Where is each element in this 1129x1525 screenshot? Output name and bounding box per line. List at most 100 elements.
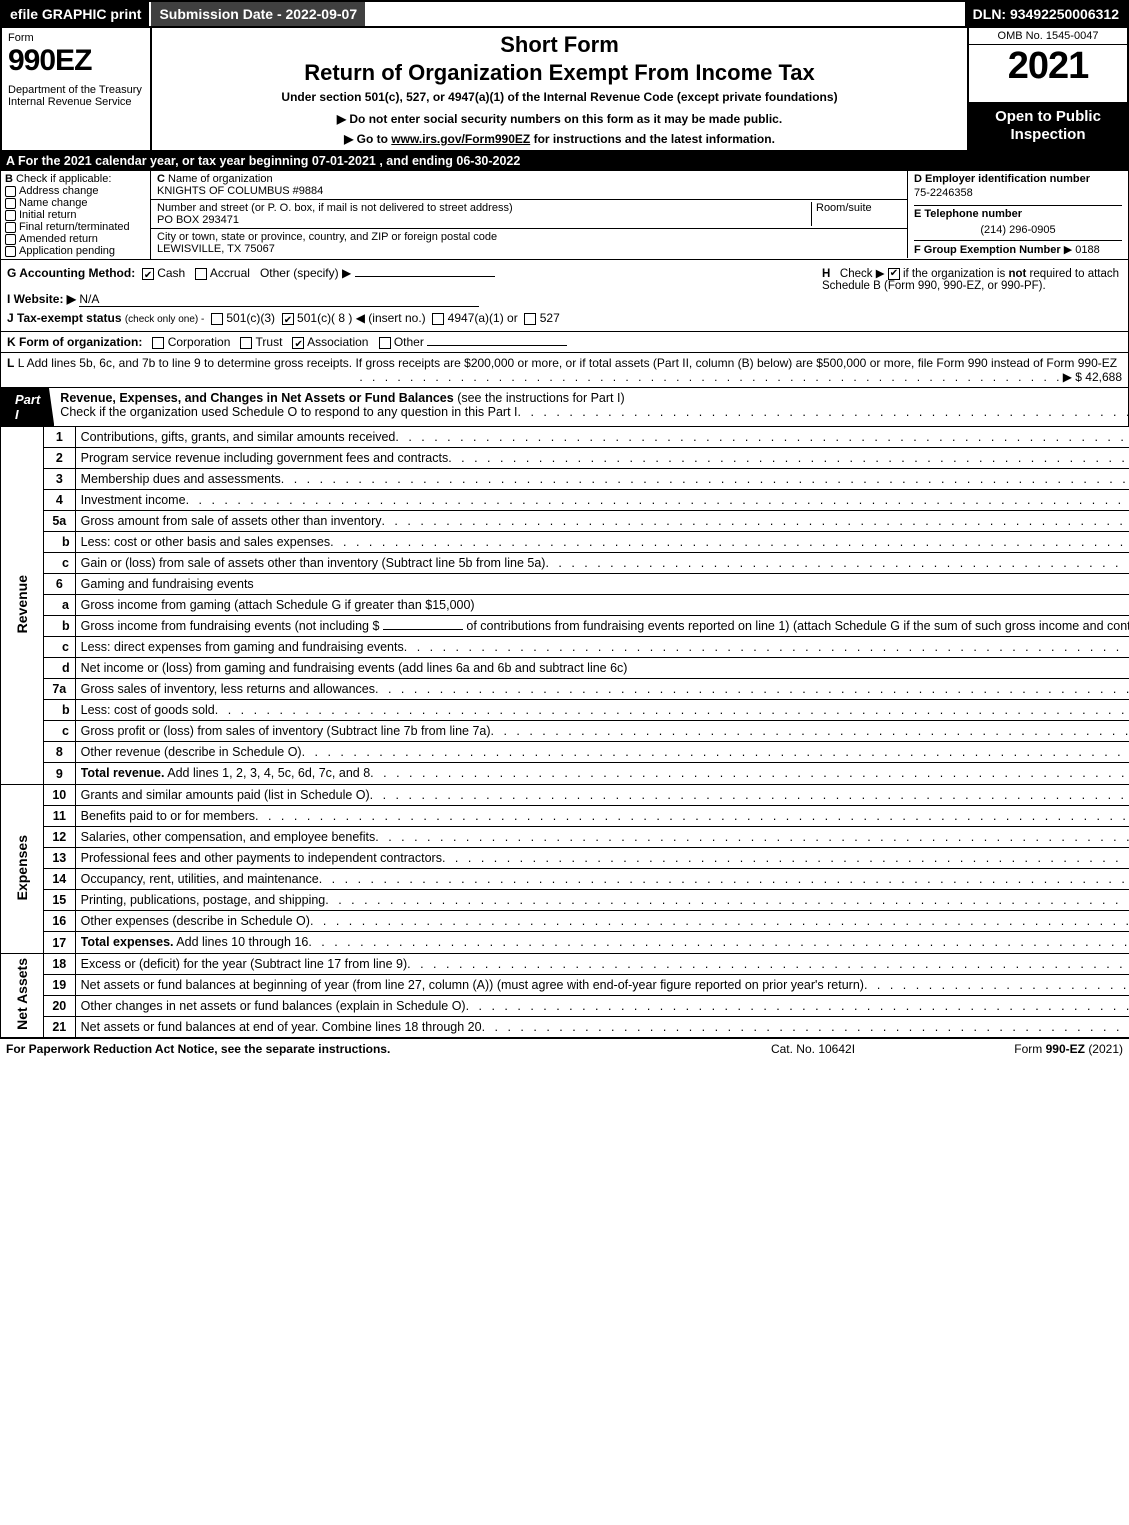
- ln-5b: b: [44, 532, 76, 553]
- top-bar: efile GRAPHIC print Submission Date - 20…: [0, 0, 1129, 28]
- h-label: H: [822, 268, 830, 280]
- cb-final-return[interactable]: [5, 222, 16, 233]
- cb-527[interactable]: [524, 313, 536, 325]
- h-text2: if the organization is: [903, 268, 1008, 280]
- ln-21: 21: [44, 1017, 76, 1038]
- l2-desc: Program service revenue including govern…: [81, 451, 449, 465]
- l6a-desc: Gross income from gaming (attach Schedul…: [75, 595, 1129, 616]
- b-item-0: Address change: [19, 185, 99, 197]
- cb-address-change[interactable]: [5, 186, 16, 197]
- row-a-tax-year: A For the 2021 calendar year, or tax yea…: [0, 152, 1129, 170]
- cb-schedule-b[interactable]: [888, 268, 900, 280]
- goto-line: ▶ Go to www.irs.gov/Form990EZ for instru…: [158, 132, 961, 146]
- goto-post: for instructions and the latest informat…: [534, 132, 775, 146]
- dots: . . . . . . . . . . . . . . . . . . . . …: [319, 872, 1129, 886]
- k-other-field[interactable]: [427, 345, 567, 346]
- j-sub: (check only one) -: [125, 314, 204, 325]
- page-footer: For Paperwork Reduction Act Notice, see …: [0, 1038, 1129, 1059]
- ln-12: 12: [44, 827, 76, 848]
- l17-desc2: Add lines 10 through 16: [174, 935, 309, 949]
- cb-association[interactable]: [292, 337, 304, 349]
- dots: . . . . . . . . . . . . . . . . . . . . …: [407, 957, 1129, 971]
- ln-14: 14: [44, 869, 76, 890]
- box-c: C Name of organization KNIGHTS OF COLUMB…: [151, 171, 1128, 259]
- l6d-desc: Net income or (loss) from gaming and fun…: [75, 658, 1129, 679]
- dots: . . . . . . . . . . . . . . . . . . . . …: [395, 430, 1129, 444]
- footer-right-post: (2021): [1088, 1042, 1123, 1056]
- do-not-enter: ▶ Do not enter social security numbers o…: [158, 112, 961, 126]
- b-item-5: Application pending: [19, 245, 115, 257]
- footer-left: For Paperwork Reduction Act Notice, see …: [6, 1042, 703, 1056]
- dots: . . . . . . . . . . . . . . . . . . . . …: [482, 1020, 1129, 1034]
- j4: 527: [540, 311, 560, 325]
- cb-501c[interactable]: [282, 313, 294, 325]
- goto-link[interactable]: www.irs.gov/Form990EZ: [391, 132, 530, 146]
- cb-trust[interactable]: [240, 337, 252, 349]
- h-not: not: [1008, 268, 1026, 280]
- website-value: N/A: [79, 292, 479, 307]
- cb-corporation[interactable]: [152, 337, 164, 349]
- part1-title-bold: Revenue, Expenses, and Changes in Net As…: [60, 391, 453, 405]
- ln-15: 15: [44, 890, 76, 911]
- city-label: City or town, state or province, country…: [157, 231, 497, 243]
- ln-6: 6: [44, 574, 76, 595]
- cb-other-org[interactable]: [379, 337, 391, 349]
- dots: . . . . . . . . . . . . . . . . . . . . …: [281, 472, 1129, 486]
- dots: . . . . . . . . . . . . . . . . . . . . …: [518, 405, 1129, 419]
- ln-5a: 5a: [44, 511, 76, 532]
- l5a-desc: Gross amount from sale of assets other t…: [81, 514, 382, 528]
- l6b-amount-field[interactable]: [383, 629, 463, 630]
- cb-4947[interactable]: [432, 313, 444, 325]
- header-center: Short Form Return of Organization Exempt…: [152, 28, 967, 150]
- l11-desc: Benefits paid to or for members: [81, 809, 255, 823]
- cb-initial-return[interactable]: [5, 210, 16, 221]
- l20-desc: Other changes in net assets or fund bala…: [81, 999, 466, 1013]
- j-label: J Tax-exempt status: [7, 311, 122, 325]
- short-form-title: Short Form: [158, 32, 961, 58]
- cb-amended-return[interactable]: [5, 234, 16, 245]
- j2: 501(c)( 8 ) ◀ (insert no.): [297, 311, 426, 325]
- cb-501c3[interactable]: [211, 313, 223, 325]
- phone-value: (214) 296-0905: [914, 220, 1122, 240]
- l5b-desc: Less: cost or other basis and sales expe…: [81, 535, 330, 549]
- ln-20: 20: [44, 996, 76, 1017]
- part1-header: Part I Revenue, Expenses, and Changes in…: [0, 388, 1129, 427]
- b-item-3: Final return/terminated: [19, 221, 130, 233]
- dots: . . . . . . . . . . . . . . . . . . . . …: [864, 978, 1129, 992]
- l1-desc: Contributions, gifts, grants, and simila…: [81, 430, 396, 444]
- header-right: OMB No. 1545-0047 2021 Open to Public In…: [967, 28, 1127, 150]
- b-item-2: Initial return: [19, 209, 76, 221]
- accrual-label: Accrual: [210, 266, 250, 280]
- l13-desc: Professional fees and other payments to …: [81, 851, 442, 865]
- omb-number: OMB No. 1545-0047: [969, 28, 1127, 45]
- ln-7c: c: [44, 721, 76, 742]
- l6b-desc2: of contributions from fundraising events…: [466, 619, 1129, 633]
- c-label: C: [157, 173, 165, 185]
- addr-label: Number and street (or P. O. box, if mail…: [157, 202, 513, 214]
- cb-accrual[interactable]: [195, 268, 207, 280]
- cb-application-pending[interactable]: [5, 246, 16, 257]
- g-label: G Accounting Method:: [7, 266, 135, 280]
- other-specify-field[interactable]: [355, 276, 495, 277]
- l7a-desc: Gross sales of inventory, less returns a…: [81, 682, 375, 696]
- l15-desc: Printing, publications, postage, and shi…: [81, 893, 326, 907]
- cb-cash[interactable]: [142, 268, 154, 280]
- footer-center: Cat. No. 10642I: [703, 1042, 923, 1056]
- netassets-side-label: Net Assets: [1, 954, 44, 1038]
- l18-desc: Excess or (deficit) for the year (Subtra…: [81, 957, 408, 971]
- l4-desc: Investment income: [81, 493, 186, 507]
- city-value: LEWISVILLE, TX 75067: [157, 243, 275, 255]
- ln-6a: a: [44, 595, 76, 616]
- form-header: Form 990EZ Department of the Treasury In…: [0, 28, 1129, 152]
- cb-name-change[interactable]: [5, 198, 16, 209]
- ln-1: 1: [44, 427, 76, 448]
- l9-desc2: Add lines 1, 2, 3, 4, 5c, 6d, 7c, and 8: [164, 766, 370, 780]
- ln-13: 13: [44, 848, 76, 869]
- efile-print-button[interactable]: efile GRAPHIC print: [2, 2, 149, 26]
- ln-18: 18: [44, 954, 76, 975]
- footer-right-pre: Form: [1014, 1042, 1045, 1056]
- l16-desc: Other expenses (describe in Schedule O): [81, 914, 310, 928]
- dots: . . . . . . . . . . . . . . . . . . . . …: [370, 766, 1129, 781]
- dots: . . . . . . . . . . . . . . . . . . . . …: [466, 999, 1129, 1013]
- k-trust: Trust: [256, 335, 283, 349]
